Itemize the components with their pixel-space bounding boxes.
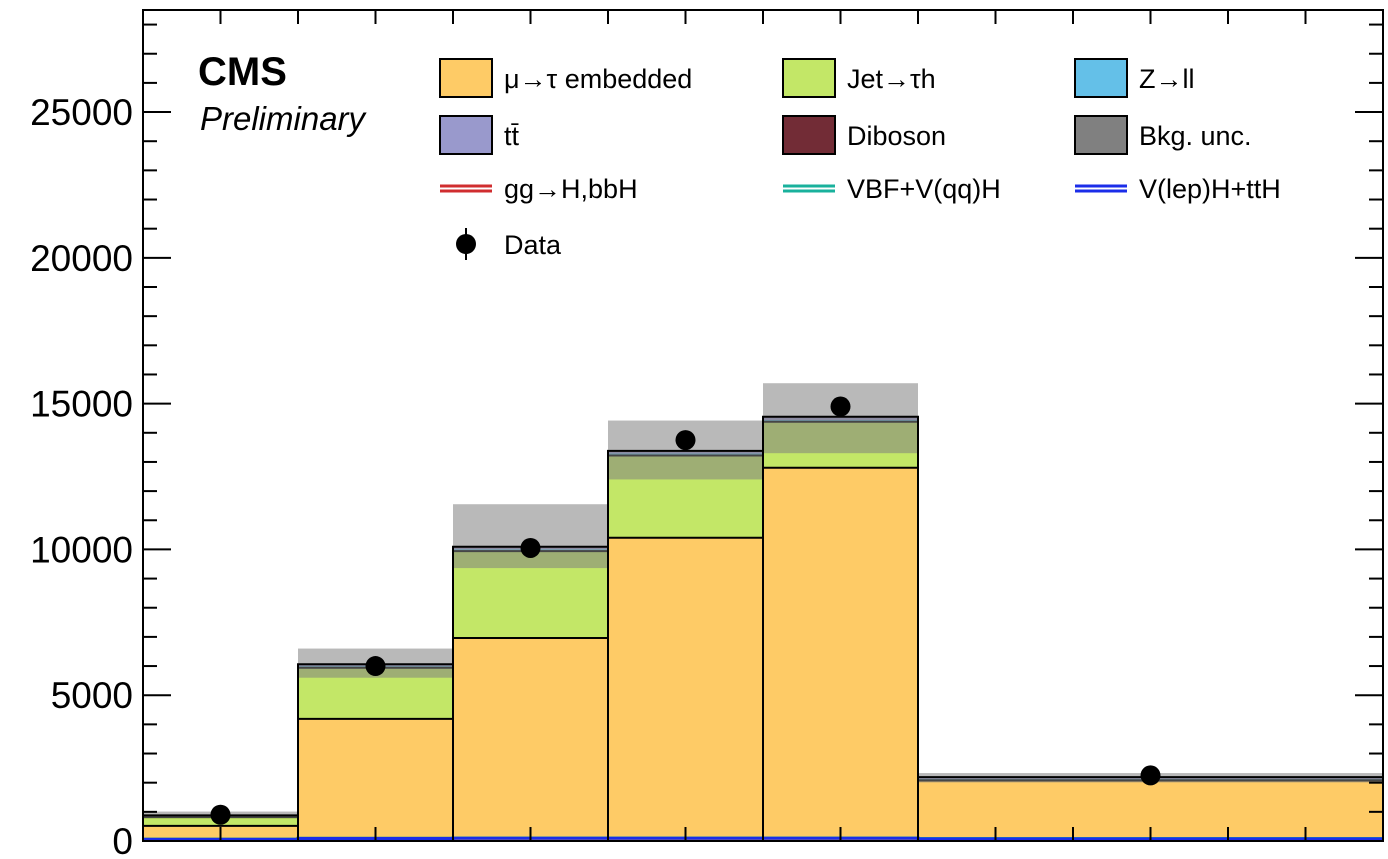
y-tick-label: 5000 bbox=[51, 675, 133, 716]
embedded-bar bbox=[453, 638, 608, 841]
legend-item-data: Data bbox=[456, 228, 562, 260]
embedded-swatch bbox=[439, 58, 493, 98]
legend-item-ttbar: tt̄ bbox=[439, 115, 520, 155]
legend-item-vh: V(lep)H+ttH bbox=[1075, 174, 1281, 204]
legend-label: gg→H,bbH bbox=[504, 174, 638, 204]
y-tick-label: 20000 bbox=[30, 238, 133, 279]
embedded-bar bbox=[608, 537, 763, 841]
data-point bbox=[365, 656, 386, 677]
axes: 0 5000 10000 15000 20000 25000 bbox=[30, 9, 1384, 859]
unc-swatch bbox=[1074, 115, 1128, 155]
legend-item-vbf: VBF+V(qq)H bbox=[783, 174, 1001, 204]
embedded-bar bbox=[298, 718, 453, 841]
data-point bbox=[675, 430, 696, 451]
y-tick-label: 25000 bbox=[30, 92, 133, 133]
data-point bbox=[830, 396, 851, 417]
data-swatch bbox=[456, 234, 476, 254]
stack-layer bbox=[143, 416, 1383, 841]
diboson-swatch bbox=[782, 115, 836, 155]
ttbar-swatch bbox=[439, 115, 493, 155]
y-tick-label: 0 bbox=[112, 821, 133, 859]
legend-label: Diboson bbox=[847, 121, 946, 151]
y-tick-label: 15000 bbox=[30, 384, 133, 425]
legend-label: Data bbox=[504, 230, 562, 260]
legend-label: μ→τ embedded bbox=[504, 64, 692, 94]
legend-item-jetfake: Jet→τh bbox=[782, 58, 936, 98]
uncertainty-band bbox=[763, 383, 918, 454]
legend: μ→τ embedded Jet→τh Z→ll tt̄ Diboson Bkg. unc… bbox=[439, 58, 1281, 260]
data-layer bbox=[210, 396, 1161, 825]
legend-label: Jet→τh bbox=[847, 64, 936, 94]
data-point bbox=[1140, 765, 1161, 786]
legend-item-ggh: gg→H,bbH bbox=[440, 174, 638, 204]
legend-item-zll: Z→ll bbox=[1074, 58, 1195, 98]
legend-label: V(lep)H+ttH bbox=[1139, 174, 1281, 204]
data-point bbox=[210, 804, 231, 825]
cms-label: CMS bbox=[198, 50, 287, 94]
legend-item-diboson: Diboson bbox=[782, 115, 946, 155]
legend-item-embedded: μ→τ embedded bbox=[439, 58, 692, 98]
legend-label: Bkg. unc. bbox=[1139, 121, 1252, 151]
legend-label: Z→ll bbox=[1139, 64, 1195, 94]
legend-item-unc: Bkg. unc. bbox=[1074, 115, 1252, 155]
data-point bbox=[520, 537, 541, 558]
preliminary-label: Preliminary bbox=[200, 100, 368, 137]
zll-swatch bbox=[1074, 58, 1128, 98]
jetfake-swatch bbox=[782, 58, 836, 98]
y-tick-label: 10000 bbox=[30, 529, 133, 570]
legend-label: tt̄ bbox=[504, 121, 520, 151]
legend-label: VBF+V(qq)H bbox=[847, 174, 1001, 204]
embedded-bar bbox=[763, 467, 918, 841]
uncertainty-band bbox=[453, 504, 608, 569]
